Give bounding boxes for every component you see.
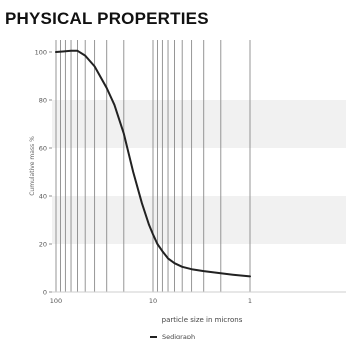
y-tick-label: 100	[35, 49, 47, 57]
y-tick-label: 40	[39, 193, 47, 201]
series-line	[55, 49, 251, 278]
y-tick-label: 0	[43, 289, 47, 297]
page-title: PHYSICAL PROPERTIES	[5, 9, 209, 28]
y-tick-label: 80	[39, 97, 47, 105]
shaded-band	[52, 100, 346, 148]
y-tick-label: 60	[39, 145, 47, 153]
x-tick-label: 10	[149, 297, 157, 305]
legend-label: Sedigraph	[162, 333, 195, 339]
x-tick-label: 100	[50, 297, 62, 305]
y-tick-label: 20	[39, 241, 47, 249]
x-axis-title: particle size in microns	[162, 316, 243, 324]
y-axis-title: Cumulative mass %	[29, 136, 36, 196]
shaded-band	[52, 196, 346, 244]
x-tick-label: 1	[248, 297, 252, 305]
